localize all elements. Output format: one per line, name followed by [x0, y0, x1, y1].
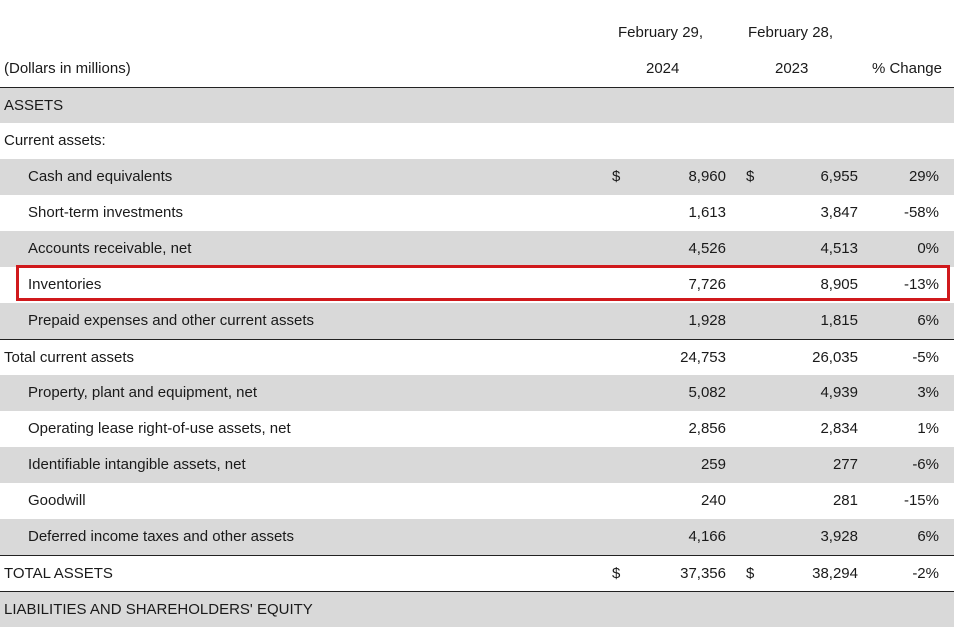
- value-2023: 8,905: [820, 276, 858, 293]
- currency-symbol-2024: $: [612, 565, 621, 582]
- table-row: Property, plant and equipment, net 5,082 4…: [0, 375, 954, 411]
- value-2024: 2,856: [688, 420, 726, 437]
- value-2023: 281: [832, 492, 858, 509]
- row-label: Cash and equivalents: [28, 168, 173, 185]
- percent-change: 1%: [917, 420, 939, 437]
- row-label: Short-term investments: [28, 204, 184, 221]
- currency-symbol-2024: $: [612, 168, 621, 185]
- row-label: TOTAL ASSETS: [4, 565, 113, 582]
- table-row: Deferred income taxes and other assets 4,…: [0, 519, 954, 555]
- table-row: Cash and equivalents $8,960 $6,955 29%: [0, 159, 954, 195]
- row-label: Property, plant and equipment, net: [28, 384, 258, 401]
- value-2024: 5,082: [688, 384, 726, 401]
- value-2024: 24,753: [680, 349, 726, 366]
- table-row: Current assets:: [0, 123, 954, 159]
- value-2023: 4,513: [820, 240, 858, 257]
- table-row: Accounts receivable, net 4,526 4,513 0%: [0, 231, 954, 267]
- value-2024: 4,166: [688, 528, 726, 545]
- value-2024: 8,960: [688, 168, 726, 185]
- percent-change: -2%: [912, 565, 939, 582]
- percent-change: -58%: [903, 204, 939, 221]
- table-row: Goodwill 240 281 -15%: [0, 483, 954, 519]
- percent-change: 0%: [917, 240, 939, 257]
- value-2024: 1,613: [688, 204, 726, 221]
- table-row: Operating lease right-of-use assets, net…: [0, 411, 954, 447]
- row-label: ASSETS: [4, 97, 64, 114]
- col1-header-line1: February 29,: [618, 24, 704, 41]
- table-row: Total current assets 24,753 26,035 -5%: [0, 339, 954, 375]
- table-row: Prepaid expenses and other current asset…: [0, 303, 954, 339]
- percent-change: 29%: [908, 168, 939, 185]
- row-label: Total current assets: [4, 349, 135, 366]
- currency-symbol-2023: $: [746, 168, 755, 185]
- row-label: Accounts receivable, net: [28, 240, 192, 257]
- percent-change: 3%: [917, 384, 939, 401]
- table-row: Identifiable intangible assets, net 259 27…: [0, 447, 954, 483]
- value-2023: 6,955: [820, 168, 858, 185]
- row-label: Goodwill: [28, 492, 86, 509]
- value-2023: 277: [832, 456, 858, 473]
- percent-change: 6%: [917, 528, 939, 545]
- value-2023: 26,035: [812, 349, 858, 366]
- value-2024: 240: [700, 492, 726, 509]
- value-2024: 1,928: [688, 312, 726, 329]
- table-row: LIABILITIES AND SHAREHOLDERS' EQUITY: [0, 591, 954, 627]
- value-2023: 1,815: [820, 312, 858, 329]
- pct-change-header: % Change: [871, 60, 942, 77]
- percent-change: -5%: [912, 349, 939, 366]
- percent-change: -15%: [903, 492, 939, 509]
- row-label: Current assets:: [4, 132, 106, 149]
- value-2023: 2,834: [820, 420, 858, 437]
- value-2023: 3,847: [820, 204, 858, 221]
- units-label: (Dollars in millions): [4, 60, 131, 77]
- col2-header-line2: 2023: [775, 60, 809, 77]
- percent-change: 6%: [917, 312, 939, 329]
- row-label: Operating lease right-of-use assets, net: [28, 420, 291, 437]
- percent-change: -13%: [903, 276, 939, 293]
- table-row: ASSETS: [0, 87, 954, 123]
- col1-header-line2: 2024: [646, 60, 680, 77]
- col2-header-line1: February 28,: [748, 24, 834, 41]
- value-2023: 3,928: [820, 528, 858, 545]
- value-2024: 7,726: [688, 276, 726, 293]
- table-row: TOTAL ASSETS $37,356 $38,294 -2%: [0, 555, 954, 591]
- row-label: LIABILITIES AND SHAREHOLDERS' EQUITY: [4, 601, 313, 618]
- currency-symbol-2023: $: [746, 565, 755, 582]
- row-label: Identifiable intangible assets, net: [28, 456, 246, 473]
- percent-change: -6%: [912, 456, 939, 473]
- table-row: Short-term investments 1,613 3,847 -58%: [0, 195, 954, 231]
- value-2023: 38,294: [812, 565, 858, 582]
- value-2024: 259: [700, 456, 726, 473]
- value-2024: 37,356: [680, 565, 726, 582]
- value-2024: 4,526: [688, 240, 726, 257]
- table-row: Inventories 7,726 8,905 -13%: [0, 267, 954, 303]
- value-2023: 4,939: [820, 384, 858, 401]
- row-label: Inventories: [28, 276, 102, 293]
- row-label: Prepaid expenses and other current asset…: [28, 312, 315, 329]
- row-label: Deferred income taxes and other assets: [28, 528, 294, 545]
